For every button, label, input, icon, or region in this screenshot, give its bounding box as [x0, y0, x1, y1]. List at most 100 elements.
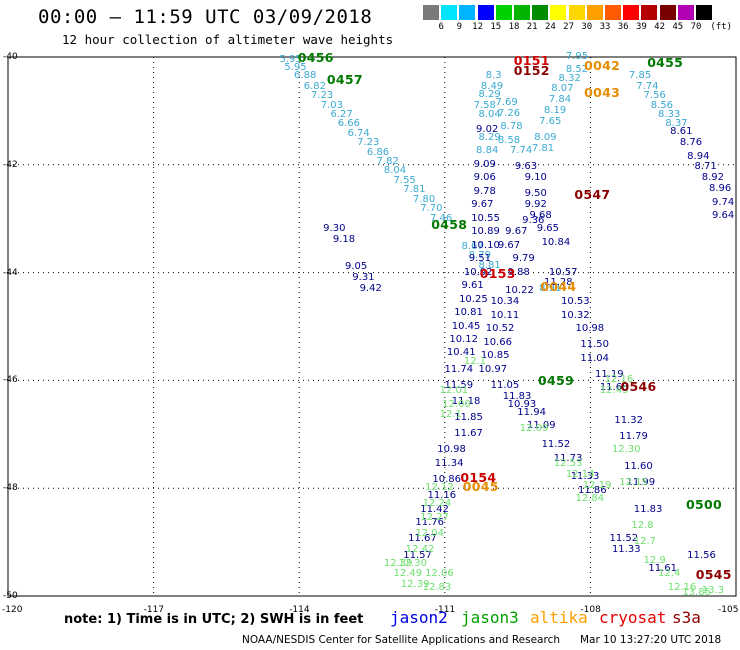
- x-tick-label: -114: [289, 605, 310, 615]
- legend-item-altika: altika: [530, 608, 588, 627]
- wave-height-value: 11.32: [614, 414, 643, 426]
- wave-height-value: 8.3: [485, 69, 502, 81]
- scale-label: 30: [581, 22, 593, 32]
- wave-height-value: 12.14: [565, 468, 595, 480]
- scale-unit: (ft): [710, 22, 733, 32]
- scale-swatch: [514, 5, 530, 20]
- wave-height-value: 9.61: [461, 280, 484, 292]
- wave-height-value: 12.04: [415, 528, 445, 539]
- wave-height-value: 10.97: [478, 363, 508, 375]
- wave-height-value: 12.06: [425, 568, 454, 580]
- wave-height-value: 8.52: [565, 64, 589, 76]
- wave-height-value: 11.57: [403, 549, 432, 561]
- wave-height-value: 10.98: [575, 323, 605, 335]
- scale-swatch: [423, 5, 439, 20]
- wave-height-value: 12.01: [439, 385, 469, 397]
- wave-height-value: 11.60: [624, 460, 653, 472]
- wave-height-value: 9.09: [473, 158, 496, 170]
- wave-height-value: 7.03: [320, 99, 343, 111]
- wave-height-value: 12.7: [633, 536, 657, 548]
- wave-height-value: 7.74: [636, 80, 659, 92]
- x-tick-label: -108: [580, 605, 601, 615]
- wave-height-value: 10.93: [507, 398, 537, 410]
- wave-height-value: 7.70: [420, 202, 443, 214]
- wave-height-value: 10.32: [560, 309, 590, 321]
- pass-time-label: 0151: [513, 52, 550, 68]
- wave-height-value: 6.27: [330, 109, 353, 121]
- wave-height-value: 11.83: [633, 503, 663, 515]
- wave-height-value: 6.86: [366, 146, 390, 158]
- wave-height-value: 11.86: [577, 484, 607, 496]
- wave-height-value: 11.76: [415, 517, 445, 529]
- footnote: note: 1) Time is in UTC; 2) SWH is in fe…: [64, 612, 364, 627]
- x-tick-label: -120: [2, 605, 23, 615]
- wave-height-value: 9.36: [522, 215, 545, 227]
- scale-label: 42: [654, 22, 666, 32]
- wave-height-value: 7.80: [412, 193, 436, 205]
- scale-label: 12: [472, 22, 484, 32]
- pass-time-label: 0042: [584, 58, 621, 74]
- wave-height-value: 12.4: [658, 568, 681, 580]
- wave-height-value: 10.25: [459, 293, 488, 305]
- wave-height-value: 10.52: [485, 323, 515, 335]
- y-tick-label: -50: [3, 591, 18, 601]
- wave-height-value: 9.64: [712, 210, 735, 221]
- wave-height-value: 8.92: [701, 172, 724, 184]
- wave-height-value: 6.74: [347, 128, 370, 140]
- wave-height-value: 12.27: [420, 511, 449, 523]
- wave-height-value: 12.8: [631, 519, 654, 531]
- wave-height-value: 8.04: [383, 165, 407, 177]
- wave-height-value: 13.3: [701, 584, 724, 596]
- wave-height-value: 13.85: [682, 587, 711, 599]
- wave-height-value: 11.19: [594, 369, 624, 380]
- wave-height-value: 12.42: [405, 544, 435, 556]
- wave-height-value: 6.88: [294, 69, 317, 81]
- pass-time-label: 0459: [538, 373, 574, 389]
- wave-height-value: 9.30: [323, 223, 346, 235]
- scale-swatch: [641, 5, 658, 20]
- x-tick-label: -105: [718, 605, 739, 615]
- scale-label: 70: [690, 22, 702, 32]
- wave-height-value: 9.31: [352, 271, 375, 283]
- wave-height-value: 11.83: [502, 390, 532, 402]
- wave-height-value: 11.33: [611, 544, 641, 556]
- scale-label: 6: [438, 22, 444, 32]
- wave-height-value: 10.98: [437, 444, 466, 456]
- wave-height-value: 8.71: [694, 161, 717, 173]
- wave-height-value: 12.00: [442, 398, 471, 410]
- wave-height-value: 9.42: [359, 282, 382, 294]
- pass-time-label: 0500: [686, 497, 723, 513]
- scale-swatch: [677, 5, 694, 20]
- pass-time-label: 0458: [431, 217, 468, 233]
- wave-height-value: 12.16: [667, 581, 697, 593]
- wave-height-value: 12.1: [439, 409, 462, 421]
- wave-height-value: 12.84: [575, 492, 605, 504]
- wave-height-value: 9.79: [512, 253, 535, 265]
- pass-time-label: 0153: [479, 265, 516, 281]
- plot-border: [7, 56, 737, 597]
- wave-height-value: 9.78: [473, 185, 496, 197]
- wave-height-value: 7.23: [357, 137, 380, 149]
- wave-height-value: 8.91: [539, 282, 562, 294]
- wave-height-value: 7.84: [548, 94, 572, 106]
- wave-height-value: 12.49: [599, 385, 629, 397]
- wave-height-value: 7.55: [393, 174, 416, 186]
- wave-height-value: 6.66: [337, 118, 360, 130]
- pass-time-label: 0547: [574, 187, 611, 203]
- wave-height-value: 7.46: [429, 212, 453, 224]
- wave-height-value: 8.29: [478, 131, 501, 143]
- scale-swatch: [696, 5, 712, 20]
- wave-height-value: 12.39: [400, 579, 430, 591]
- wave-height-value: 12.19: [582, 479, 612, 491]
- wave-height-value: 10.55: [471, 212, 500, 224]
- wave-height-value: 9.67: [471, 199, 494, 211]
- wave-height-value: 7.82: [376, 156, 399, 168]
- wave-height-value: 11.52: [609, 533, 639, 545]
- wave-height-value: 11.56: [687, 549, 716, 561]
- wave-height-value: 8.19: [544, 104, 567, 116]
- wave-height-value: 7.26: [497, 107, 521, 119]
- wave-height-value: 11.05: [490, 379, 520, 391]
- wave-height-value: 8.56: [650, 99, 674, 111]
- x-tick-label: -111: [434, 605, 456, 615]
